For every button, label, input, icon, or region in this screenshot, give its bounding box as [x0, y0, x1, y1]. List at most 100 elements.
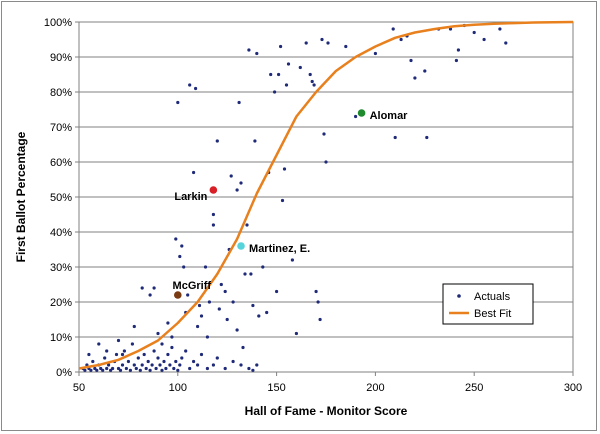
actuals-point — [257, 314, 261, 318]
actuals-point — [162, 359, 166, 364]
actuals-point — [255, 363, 259, 367]
legend-actuals-label: Actuals — [474, 291, 511, 303]
actuals-point — [142, 352, 146, 357]
y-tick-label: 40% — [50, 227, 72, 239]
actuals-point — [176, 100, 180, 105]
x-tick-label: 300 — [564, 382, 582, 394]
actuals-point — [211, 212, 215, 217]
annotation-label: Martinez, E. — [249, 243, 310, 255]
y-tick-label: 20% — [50, 297, 72, 309]
annotations: Alomar Larkin Martinez, E. McGriff — [173, 109, 409, 299]
actuals-point — [136, 356, 140, 360]
actuals-point — [152, 349, 156, 353]
actuals-point — [126, 359, 130, 364]
actuals-point — [229, 174, 233, 178]
actuals-point — [180, 356, 184, 360]
best-fit-curve — [78, 20, 574, 370]
actuals-point — [261, 265, 265, 269]
actuals-point — [166, 352, 170, 357]
y-tick-label: 50% — [50, 192, 72, 204]
actuals-point — [265, 310, 269, 315]
y-tick-label: 10% — [50, 332, 72, 344]
annotation-marker — [209, 186, 218, 194]
actuals-point — [105, 349, 109, 353]
y-axis-ticks: 0% 10% 20% 30% 40% 50% 60% 70% 80% 90% 100% — [44, 17, 79, 379]
annotation-label: McGriff — [173, 280, 212, 292]
actuals-point — [215, 356, 219, 360]
actuals-point — [308, 72, 312, 77]
actuals-point — [253, 139, 257, 143]
actuals-point — [91, 359, 95, 364]
actuals-point — [269, 72, 273, 77]
actuals-point — [456, 48, 460, 52]
actuals-point — [282, 167, 287, 171]
actuals-point — [199, 352, 204, 357]
actuals-point — [178, 254, 182, 259]
actuals-point — [243, 272, 247, 276]
actuals-point — [148, 293, 152, 297]
actuals-point — [192, 359, 196, 364]
actuals-point — [140, 286, 144, 290]
actuals-point — [290, 258, 294, 262]
actuals-point — [150, 363, 154, 367]
actuals-point — [203, 265, 208, 269]
actuals-point — [472, 30, 476, 35]
actuals-point — [217, 307, 221, 311]
actuals-point — [448, 27, 453, 31]
actuals-point — [154, 366, 158, 371]
actuals-point — [391, 27, 395, 31]
actuals-point — [95, 368, 99, 372]
actuals-point — [275, 289, 279, 294]
actuals-point — [140, 363, 144, 367]
actuals-point — [170, 345, 174, 350]
x-tick-label: 250 — [465, 382, 483, 394]
actuals-point — [284, 83, 289, 87]
actuals-point — [454, 58, 458, 63]
actuals-point — [245, 223, 249, 227]
actuals-point — [314, 289, 318, 294]
actuals-point — [148, 368, 152, 372]
actuals-point — [130, 342, 134, 346]
actuals-point — [197, 303, 202, 308]
actuals-point — [237, 100, 241, 105]
actuals-point — [318, 317, 322, 322]
actuals-point — [107, 363, 111, 367]
legend-bestfit-label: Best Fit — [474, 308, 511, 320]
actuals-point — [413, 76, 417, 80]
actuals-point — [128, 368, 132, 372]
actuals-point — [101, 368, 105, 372]
actuals-point — [304, 41, 308, 45]
x-axis-title: Hall of Fame - Monitor Score — [245, 404, 408, 418]
actuals-point — [354, 114, 358, 119]
actuals-point — [277, 72, 281, 77]
actuals-point — [178, 363, 182, 367]
y-tick-label: 80% — [50, 87, 72, 99]
annotation-label: Alomar — [370, 110, 409, 122]
actuals-point — [182, 265, 186, 269]
x-tick-label: 200 — [366, 382, 384, 394]
actuals-point — [298, 65, 302, 70]
actuals-point — [122, 349, 126, 353]
actuals-point — [103, 356, 107, 360]
actuals-point — [205, 366, 209, 371]
actuals-point — [235, 188, 239, 192]
actuals-point — [322, 132, 326, 136]
actuals-point — [170, 335, 174, 339]
annotation-marker — [237, 242, 245, 250]
actuals-point — [114, 352, 119, 357]
actuals-point — [211, 223, 215, 227]
actuals-point — [156, 331, 160, 336]
actuals-point — [196, 363, 200, 367]
actuals-point — [279, 44, 283, 49]
actuals-point — [399, 37, 403, 42]
actuals-point — [186, 293, 190, 297]
actuals-point — [215, 139, 219, 143]
actuals-point — [205, 335, 209, 339]
actuals-points — [81, 23, 508, 372]
actuals-point — [120, 352, 125, 357]
actuals-point — [247, 48, 251, 52]
actuals-point — [168, 363, 172, 367]
actuals-point — [132, 324, 136, 329]
x-axis-ticks: 50 100 150 200 250 300 — [73, 372, 582, 394]
